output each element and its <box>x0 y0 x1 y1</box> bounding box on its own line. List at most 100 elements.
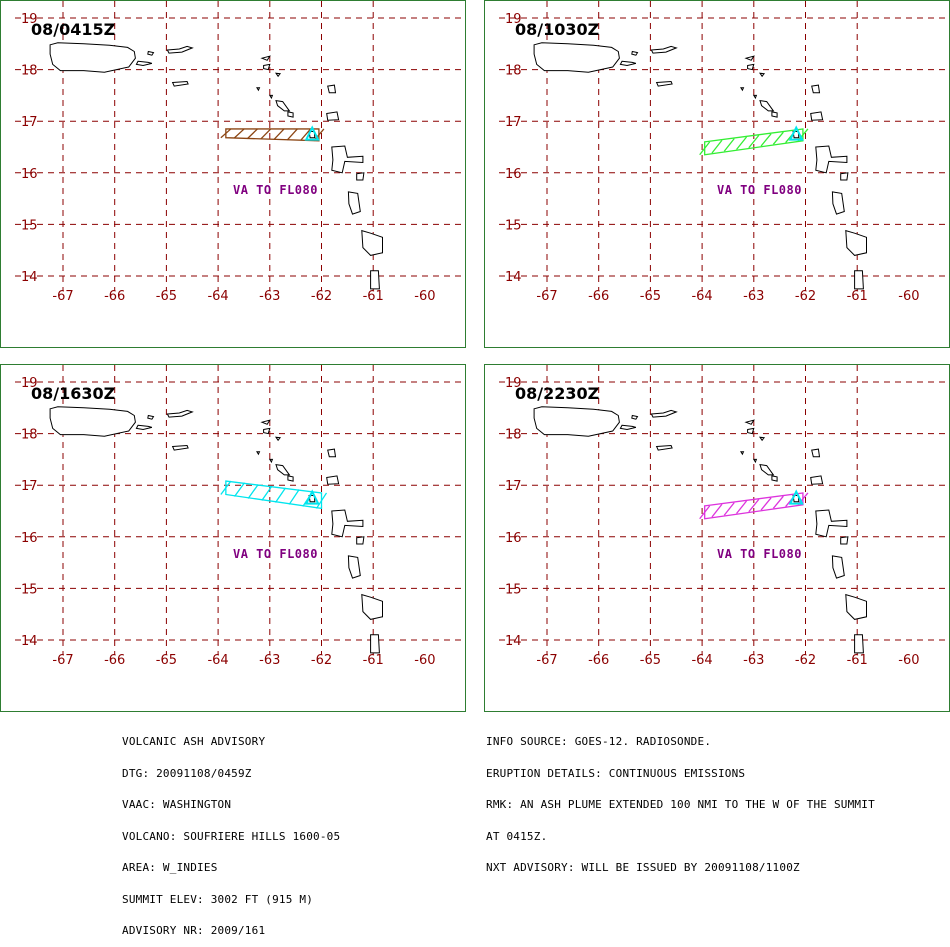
island-puerto-rico <box>533 42 620 73</box>
island-st-kitts <box>275 99 291 112</box>
plume-hatch <box>736 500 748 514</box>
plume-hatch <box>699 505 711 520</box>
lon-tick-label: -60 <box>898 289 919 304</box>
coastlines <box>533 42 867 290</box>
plume-hatch <box>246 128 258 140</box>
island-martinique <box>845 229 867 256</box>
plume-hatch <box>274 487 287 503</box>
island-st-martin <box>263 427 271 435</box>
lon-tick-label: -61 <box>363 653 384 668</box>
plume-outline <box>225 480 323 510</box>
island-barbuda <box>327 84 337 94</box>
island-guadeloupe <box>815 509 848 538</box>
map-svg: 19 18 17 16 15 14 -67 -66 -65 -64 -63 -62 -61 -60 08/1… <box>15 365 465 668</box>
island-vieques <box>619 60 637 67</box>
lon-tick-label: -62 <box>311 653 332 668</box>
lat-tick-label: 16 <box>505 167 522 182</box>
lon-tick-label: -67 <box>536 653 557 668</box>
lat-lon-grid <box>499 365 949 655</box>
lat-tick-label: 18 <box>505 64 522 79</box>
island-st-kitts <box>759 99 775 112</box>
advisory-text-left: VOLCANIC ASH ADVISORY DTG: 20091108/0459… <box>122 716 340 947</box>
plume-hatch <box>723 502 735 516</box>
advisory-line: VOLCANIC ASH ADVISORY <box>122 735 266 748</box>
lon-tick-label: -66 <box>104 289 125 304</box>
map-svg: 19 18 17 16 15 14 -67 -66 -65 -64 -63 -62 -61 -60 08/2… <box>499 365 949 668</box>
plume-hatch <box>273 128 285 140</box>
plume-hatch <box>286 128 298 141</box>
plume-hatch <box>261 485 273 501</box>
island-guadeloupe <box>331 145 364 174</box>
lon-tick-label: -66 <box>104 653 125 668</box>
plume-hatch <box>711 139 723 154</box>
island-guadeloupe <box>815 145 848 174</box>
island-antigua <box>810 111 824 121</box>
va-flight-level-label: VA TO FL080 <box>233 183 318 197</box>
island-st-barth <box>274 436 282 442</box>
lon-tick-label: -67 <box>52 653 73 668</box>
plume-hatch <box>699 141 711 156</box>
plume-hatch <box>220 128 232 139</box>
island-saba <box>256 451 261 456</box>
coastlines <box>49 42 383 290</box>
island-vieques <box>135 60 153 67</box>
island-st-croix <box>171 444 189 451</box>
lon-tick-label: -62 <box>795 289 816 304</box>
plume-hatch <box>748 498 760 513</box>
lon-tick-label: -61 <box>847 653 868 668</box>
advisory-line: AT 0415Z. <box>486 829 548 843</box>
lon-tick-label: -65 <box>156 289 177 304</box>
valid-time-label: 08/1030Z <box>515 20 599 39</box>
island-vieques <box>135 424 153 431</box>
lon-tick-label: -64 <box>207 653 228 668</box>
lat-tick-label: 17 <box>21 479 38 494</box>
island-culebra <box>147 414 155 420</box>
advisory-line: NXT ADVISORY: WILL BE ISSUED BY 20091108… <box>486 861 800 874</box>
lon-tick-label: -63 <box>259 289 280 304</box>
lat-tick-label: 18 <box>505 428 522 443</box>
lon-tick-label: -63 <box>743 653 764 668</box>
lat-tick-label: 14 <box>21 634 38 649</box>
ash-plume <box>220 128 325 142</box>
island-st-barth <box>758 72 766 78</box>
lon-tick-label: -63 <box>743 289 764 304</box>
island-virgin-is <box>166 409 194 418</box>
plume-hatch <box>247 484 259 499</box>
lat-tick-label: 15 <box>21 582 38 597</box>
island-st-kitts <box>275 463 291 476</box>
island-st-barth <box>758 436 766 442</box>
island-nevis <box>771 475 778 482</box>
island-martinique <box>361 229 383 256</box>
island-vieques <box>619 424 637 431</box>
island-virgin-is <box>650 45 678 54</box>
lon-tick-label: -64 <box>207 289 228 304</box>
va-flight-level-label: VA TO FL080 <box>717 547 802 561</box>
lat-tick-label: 17 <box>505 115 522 130</box>
island-antigua <box>326 475 340 485</box>
island-st-lucia <box>854 270 864 290</box>
plume-hatch <box>233 482 246 497</box>
lon-tick-label: -62 <box>795 653 816 668</box>
valid-time-label: 08/1630Z <box>31 384 115 403</box>
island-dominica <box>831 191 845 215</box>
advisory-line: VOLCANO: SOUFRIERE HILLS 1600-05 <box>122 829 341 843</box>
lon-tick-label: -60 <box>414 653 435 668</box>
advisory-line: ADVISORY NR: 2009/161 <box>122 924 266 937</box>
plume-hatch <box>736 136 748 150</box>
lon-tick-label: -60 <box>414 289 435 304</box>
island-guadeloupe <box>331 509 364 538</box>
island-st-martin <box>263 63 271 71</box>
island-eustatius <box>752 458 758 464</box>
lat-tick-label: 15 <box>505 582 522 597</box>
lat-lon-grid <box>15 365 465 655</box>
plume-outline <box>704 492 804 520</box>
island-martinique <box>361 593 383 620</box>
map-panel-4: 19 18 17 16 15 14 -67 -66 -65 -64 -63 -62 -61 -60 08/2… <box>484 364 950 712</box>
plume-hatch <box>760 133 772 147</box>
island-barbuda <box>811 448 821 458</box>
lon-tick-label: -64 <box>691 653 712 668</box>
lat-tick-label: 17 <box>505 479 522 494</box>
lon-tick-label: -67 <box>52 289 73 304</box>
plume-hatch <box>711 503 723 518</box>
advisory-text-right: INFO SOURCE: GOES-12. RADIOSONDE. ERUPTI… <box>486 716 875 884</box>
